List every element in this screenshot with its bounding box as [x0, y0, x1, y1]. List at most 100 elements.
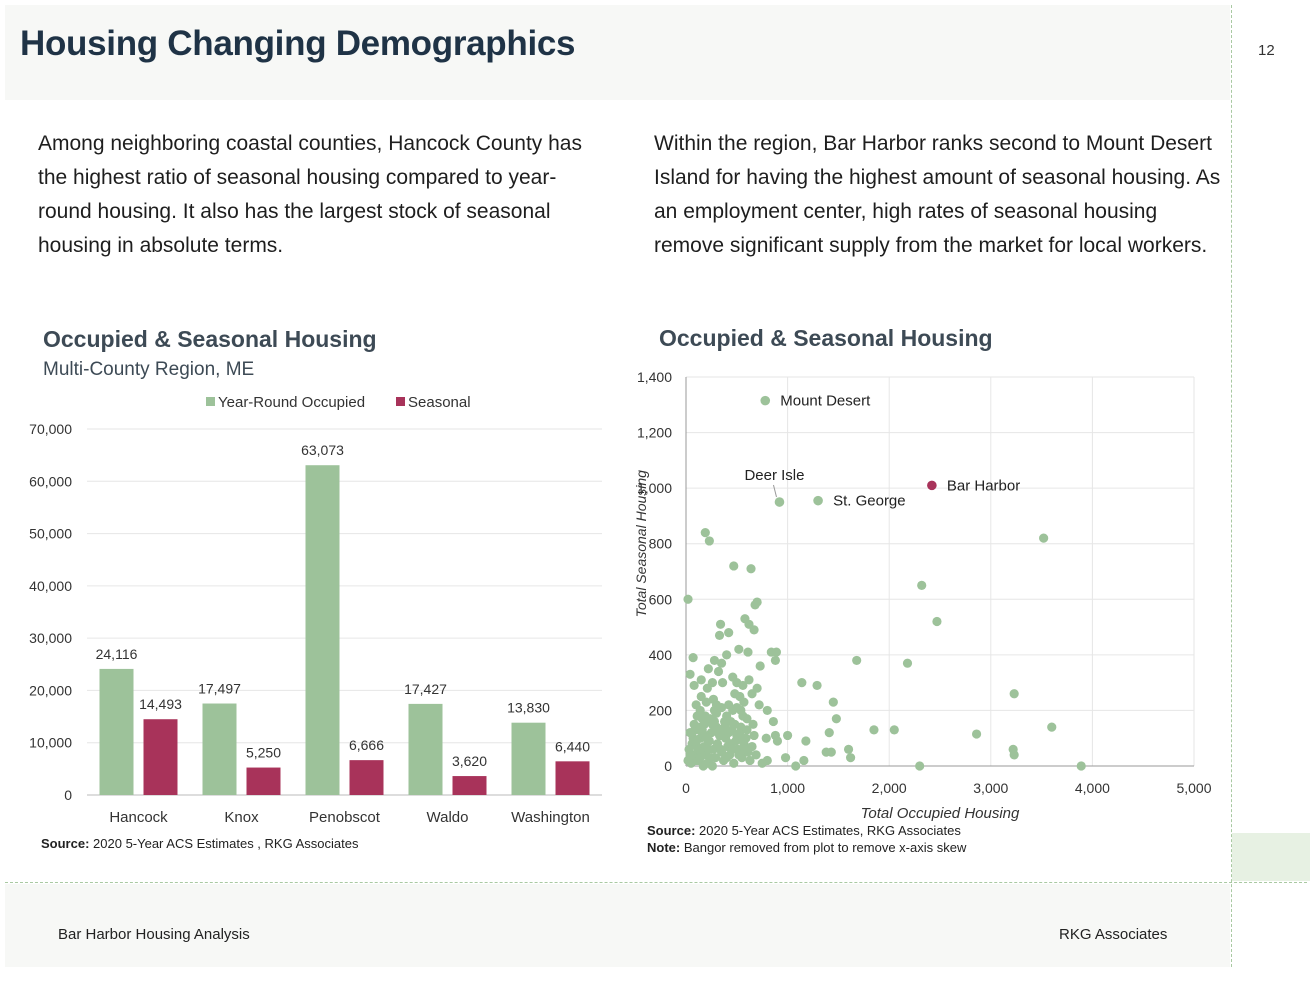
scatter-point [768, 716, 778, 727]
scatter-point [757, 758, 767, 768]
scatter-y-axis-label: Total Seasonal Housing [633, 470, 649, 618]
scatter-point [691, 736, 701, 746]
scatter-point [780, 753, 791, 763]
footer-left: Bar Harbor Housing Analysis [58, 926, 250, 943]
bar-year-round [511, 722, 546, 795]
bar-y-tick-label: 0 [64, 787, 72, 803]
scatter-point [685, 750, 695, 760]
scatter-point [734, 750, 744, 760]
scatter-point [687, 728, 697, 738]
scatter-point [696, 675, 706, 685]
scatter-point [729, 561, 739, 571]
scatter-point [971, 729, 982, 739]
bar-category-label: Waldo [427, 809, 469, 826]
scatter-point-label: Bar Harbor [947, 477, 1020, 494]
scatter-point [683, 594, 693, 604]
header-band [5, 5, 1230, 100]
bar-data-label: 13,830 [507, 700, 550, 716]
scatter-point [722, 650, 732, 660]
scatter-point [902, 658, 913, 668]
scatter-point [932, 616, 942, 627]
scatter-y-tick-label: 800 [649, 536, 673, 552]
scatter-point [821, 747, 831, 757]
bar-category-label: Washington [511, 809, 590, 826]
scatter-y-tick-label: 400 [649, 647, 673, 663]
scatter-y-tick-label: 1,400 [637, 369, 672, 385]
scatter-point [762, 705, 772, 716]
scatter-y-tick-label: 600 [649, 591, 673, 607]
note-text: Bangor removed from plot to remove x-axi… [683, 840, 967, 855]
bar-seasonal [143, 719, 178, 795]
bar-data-label: 14,493 [139, 696, 182, 712]
bar-y-tick-label: 30,000 [29, 630, 72, 646]
scatter-labeled-point [813, 495, 823, 506]
scatter-point [695, 753, 705, 763]
scatter-y-tick-label: 1,000 [637, 480, 672, 496]
bar-data-label: 3,620 [452, 753, 487, 769]
scatter-x-tick-label: 0 [682, 780, 690, 796]
scatter-point [717, 678, 728, 688]
scatter-point [734, 644, 744, 654]
scatter-point [729, 758, 739, 768]
scatter-chart-source: Source: 2020 5-Year ACS Estimates, RKG A… [647, 823, 961, 838]
scatter-point [743, 647, 753, 657]
scatter-point [801, 736, 811, 746]
scatter-x-tick-label: 3,000 [973, 780, 1008, 796]
scatter-point [709, 655, 720, 666]
scatter-point [752, 683, 762, 693]
scatter-point [703, 664, 713, 674]
scatter-point [689, 680, 699, 691]
bar-chart-subtitle: Multi-County Region, ME [43, 359, 255, 380]
bar-data-label: 17,427 [404, 681, 447, 697]
scatter-point [852, 655, 862, 666]
bar-y-tick-label: 70,000 [29, 421, 72, 437]
footer-right: RKG Associates [1059, 926, 1168, 943]
scatter-point [791, 761, 801, 771]
scatter-point [701, 733, 711, 743]
scatter-point [761, 733, 771, 743]
bar-y-tick-label: 20,000 [29, 682, 72, 698]
left-paragraph: Among neighboring coastal counties, Hanc… [38, 132, 582, 257]
bar-y-tick-label: 40,000 [29, 578, 72, 594]
bar-data-label: 63,073 [301, 442, 344, 458]
bar-data-label: 5,250 [246, 745, 281, 761]
scatter-point [1047, 722, 1057, 732]
scatter-x-tick-label: 5,000 [1176, 780, 1211, 796]
bar-chart-source: Source: 2020 5-Year ACS Estimates , RKG … [41, 836, 358, 851]
scatter-point [1076, 761, 1086, 771]
scatter-labeled-point [774, 497, 785, 507]
right-paragraph: Within the region, Bar Harbor ranks seco… [654, 132, 1221, 257]
scatter-point [889, 725, 899, 735]
bar-data-label: 24,116 [96, 646, 138, 662]
scatter-point [704, 536, 714, 546]
scatter-point [799, 755, 809, 766]
scatter-point-label: Mount Desert [780, 393, 871, 410]
bar-year-round [202, 703, 237, 795]
bar-seasonal [349, 760, 384, 795]
scatter-point [716, 703, 727, 713]
bar-data-label: 17,497 [198, 681, 241, 697]
scatter-point-label: St. George [833, 493, 906, 510]
source-label: Source: [41, 836, 90, 851]
bar-year-round [408, 703, 443, 795]
bar-data-label: 6,666 [349, 737, 384, 753]
page-number: 12 [1258, 42, 1275, 59]
scatter-point [742, 725, 752, 735]
bar-seasonal [555, 761, 590, 795]
scatter-point [869, 725, 879, 735]
scatter-point [915, 761, 925, 771]
scatter-point [738, 680, 748, 691]
scatter-point [698, 761, 708, 771]
scatter-point [828, 697, 838, 707]
bar-chart-title: Occupied & Seasonal Housing [43, 326, 377, 352]
scatter-point [714, 630, 725, 641]
scatter-labeled-point [760, 395, 771, 406]
scatter-x-tick-label: 1,000 [770, 780, 805, 796]
scatter-point [701, 697, 711, 707]
scatter-point [715, 619, 726, 629]
bar-category-label: Knox [224, 809, 259, 826]
footer-band [5, 884, 1230, 967]
scatter-point [747, 741, 757, 752]
scatter-point [824, 728, 834, 738]
scatter-labeled-point [927, 480, 937, 491]
